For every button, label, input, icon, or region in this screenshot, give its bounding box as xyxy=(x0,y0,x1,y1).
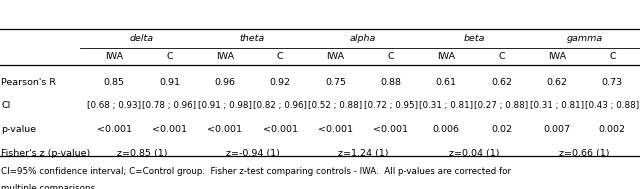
Text: IWA: IWA xyxy=(216,52,234,61)
Text: z=0.85 (1): z=0.85 (1) xyxy=(116,149,167,158)
Text: <0.001: <0.001 xyxy=(318,125,353,134)
Text: C: C xyxy=(388,52,394,61)
Text: z=1.24 (1): z=1.24 (1) xyxy=(338,149,388,158)
Text: C: C xyxy=(277,52,284,61)
Text: z=-0.94 (1): z=-0.94 (1) xyxy=(225,149,280,158)
Text: [0.52 ; 0.88]: [0.52 ; 0.88] xyxy=(308,101,363,110)
Text: IWA: IWA xyxy=(437,52,455,61)
Text: 0.006: 0.006 xyxy=(433,125,460,134)
Text: theta: theta xyxy=(240,34,265,43)
Text: IWA: IWA xyxy=(326,52,344,61)
Text: CI=95% confidence interval; C=Control group.  Fisher z-test comparing controls -: CI=95% confidence interval; C=Control gr… xyxy=(1,167,511,176)
Text: C: C xyxy=(499,52,505,61)
Text: <0.001: <0.001 xyxy=(97,125,132,134)
Text: 0.61: 0.61 xyxy=(436,78,457,87)
Text: 0.96: 0.96 xyxy=(214,78,236,87)
Text: IWA: IWA xyxy=(548,52,566,61)
Text: gamma: gamma xyxy=(566,34,603,43)
Text: 0.002: 0.002 xyxy=(599,125,626,134)
Text: [0.27 ; 0.88]: [0.27 ; 0.88] xyxy=(474,101,529,110)
Text: 0.02: 0.02 xyxy=(491,125,512,134)
Text: delta: delta xyxy=(130,34,154,43)
Text: alpha: alpha xyxy=(350,34,376,43)
Text: 0.73: 0.73 xyxy=(602,78,623,87)
Text: p-value: p-value xyxy=(1,125,36,134)
Text: <0.001: <0.001 xyxy=(262,125,298,134)
Text: 0.88: 0.88 xyxy=(380,78,401,87)
Text: C: C xyxy=(609,52,616,61)
Text: IWA: IWA xyxy=(105,52,123,61)
Text: 0.62: 0.62 xyxy=(547,78,568,87)
Text: [0.31 ; 0.81]: [0.31 ; 0.81] xyxy=(419,101,474,110)
Text: 0.75: 0.75 xyxy=(325,78,346,87)
Text: [0.91 ; 0.98]: [0.91 ; 0.98] xyxy=(198,101,252,110)
Text: 0.007: 0.007 xyxy=(543,125,570,134)
Text: [0.68 ; 0.93]: [0.68 ; 0.93] xyxy=(87,101,141,110)
Text: z=0.66 (1): z=0.66 (1) xyxy=(559,149,610,158)
Text: <0.001: <0.001 xyxy=(152,125,187,134)
Text: <0.001: <0.001 xyxy=(207,125,243,134)
Text: [0.31 ; 0.81]: [0.31 ; 0.81] xyxy=(530,101,584,110)
Text: beta: beta xyxy=(463,34,484,43)
Text: [0.82 ; 0.96]: [0.82 ; 0.96] xyxy=(253,101,307,110)
Text: z=0.04 (1): z=0.04 (1) xyxy=(449,149,499,158)
Text: 0.85: 0.85 xyxy=(104,78,125,87)
Text: CI: CI xyxy=(1,101,11,110)
Text: 0.91: 0.91 xyxy=(159,78,180,87)
Text: [0.78 ; 0.96]: [0.78 ; 0.96] xyxy=(142,101,196,110)
Text: <0.001: <0.001 xyxy=(373,125,408,134)
Text: C: C xyxy=(166,52,173,61)
Text: 0.62: 0.62 xyxy=(491,78,512,87)
Text: multiple comparisons.: multiple comparisons. xyxy=(1,184,98,189)
Text: Pearson's R: Pearson's R xyxy=(1,78,56,87)
Text: Fisher's z (p-value): Fisher's z (p-value) xyxy=(1,149,90,158)
Text: [0.43 ; 0.88]: [0.43 ; 0.88] xyxy=(585,101,639,110)
Text: [0.72 ; 0.95]: [0.72 ; 0.95] xyxy=(364,101,418,110)
Text: 0.92: 0.92 xyxy=(269,78,291,87)
